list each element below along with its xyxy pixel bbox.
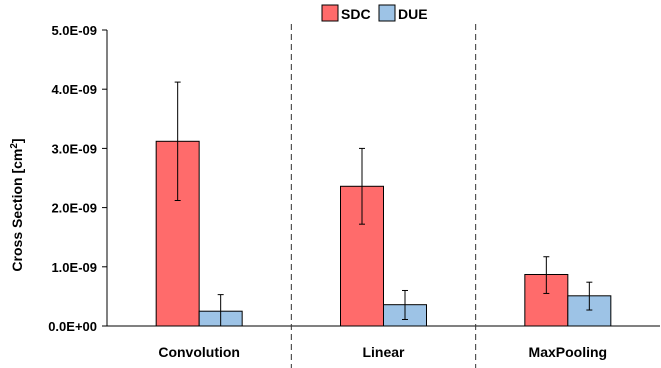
bars (155, 140, 612, 327)
y-tick-label: 4.0E-09 (51, 82, 97, 97)
y-tick-label: 2.0E-09 (51, 201, 97, 216)
category-label: Linear (362, 344, 405, 360)
category-label: MaxPooling (529, 344, 608, 360)
y-tick-label: 5.0E-09 (51, 23, 97, 38)
y-axis-label: Cross Section [cm2] (9, 138, 26, 271)
legend-label-due: DUE (398, 6, 428, 22)
y-tick-label: 0.0E+00 (48, 319, 97, 334)
legend-swatch-due (378, 4, 396, 22)
legend-label-sdc: SDC (341, 6, 371, 22)
category-label: Convolution (158, 344, 240, 360)
error-bars (174, 81, 593, 327)
y-axis-ticks: 0.0E+00 1.0E-09 2.0E-09 3.0E-09 4.0E-09 5.0E-… (48, 23, 107, 334)
bar-sdc (340, 185, 384, 327)
y-tick-label: 1.0E-09 (51, 260, 97, 275)
y-tick-label: 3.0E-09 (51, 141, 97, 156)
legend-swatch-sdc (321, 4, 339, 22)
category-labels: Convolution Linear MaxPooling (158, 344, 607, 360)
category-separators (290, 24, 477, 368)
legend: SDC DUE (321, 4, 428, 22)
